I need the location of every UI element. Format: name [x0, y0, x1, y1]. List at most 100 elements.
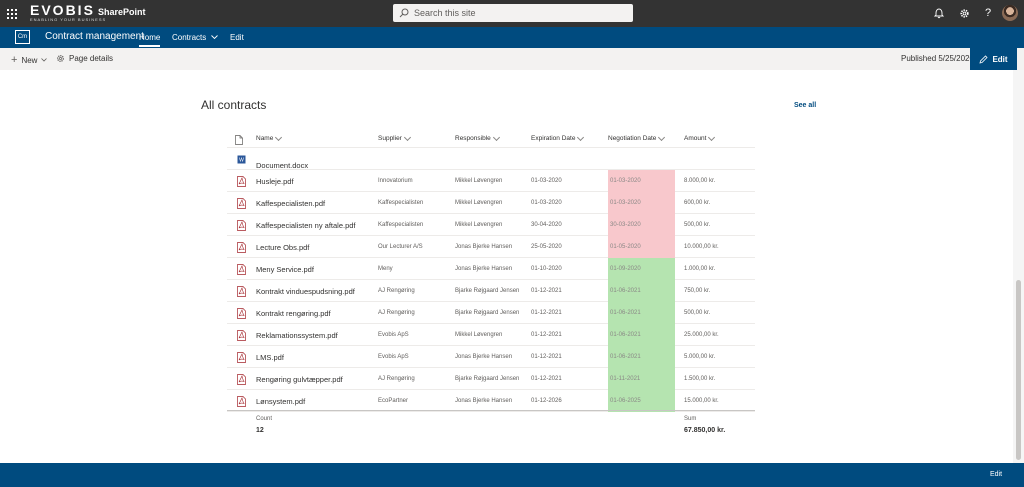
- new-button[interactable]: + New: [11, 54, 48, 66]
- supplier-cell: AJ Rengøring: [378, 310, 415, 316]
- table-row[interactable]: 01-06-2021 Kontrakt vinduespudsning.pdf AJ…: [227, 280, 755, 302]
- pdf-icon: [237, 220, 246, 231]
- bottom-edit-button[interactable]: Edit: [990, 471, 1003, 478]
- count-value: 12: [256, 427, 264, 434]
- responsible-cell: Jonas Bjerke Hansen: [455, 354, 513, 360]
- search-box[interactable]: Search this site: [393, 4, 633, 22]
- responsible-cell: Jonas Bjerke Hansen: [455, 398, 513, 404]
- chevron-down-icon: [658, 133, 666, 141]
- edit-page-button[interactable]: Edit: [970, 48, 1017, 70]
- expiration-cell: 01-10-2020: [531, 266, 562, 272]
- column-header-responsible[interactable]: Responsible: [455, 133, 500, 142]
- negotiation-date-cell: 01-06-2021: [608, 346, 675, 368]
- name-cell[interactable]: Kontrakt rengøring.pdf: [256, 308, 331, 318]
- search-icon: [399, 8, 409, 18]
- responsible-cell: Jonas Bjerke Hansen: [455, 266, 513, 272]
- pencil-icon: [979, 54, 989, 64]
- table-row[interactable]: 01-09-2020 Meny Service.pdf Meny Jonas Bjer…: [227, 258, 755, 280]
- negotiation-date-cell: 01-03-2020: [608, 192, 675, 214]
- supplier-cell: AJ Rengøring: [378, 288, 415, 294]
- site-logo[interactable]: Cm: [15, 30, 30, 44]
- amount-cell: 5.000,00 kr.: [684, 354, 716, 360]
- pdf-icon: [237, 176, 246, 187]
- expiration-cell: 01-03-2020: [531, 178, 562, 184]
- column-header-responsible-label: Responsible: [455, 135, 491, 142]
- column-header-negotiation-label: Negotiation Date: [608, 135, 657, 142]
- amount-cell: 8.000,00 kr.: [684, 178, 716, 184]
- expiration-cell: 01-03-2020: [531, 200, 562, 206]
- file-type-header-icon[interactable]: [235, 135, 243, 145]
- app-name[interactable]: SharePoint: [98, 7, 146, 17]
- negotiation-date-cell: 01-06-2021: [608, 324, 675, 346]
- footer-divider: [227, 410, 755, 411]
- nav-home[interactable]: Home: [139, 33, 161, 47]
- scrollbar-thumb[interactable]: [1016, 280, 1021, 460]
- table-row[interactable]: 01-05-2020 Lecture Obs.pdf Our Lecturer A/…: [227, 236, 755, 258]
- nav-contracts[interactable]: Contracts: [172, 33, 219, 42]
- negotiation-date-cell: 01-06-2021: [608, 302, 675, 324]
- column-header-name-label: Name: [256, 135, 274, 142]
- chevron-down-icon: [275, 133, 283, 141]
- command-bar: + New Page details Published 5/25/2020: [0, 48, 1024, 70]
- table-row[interactable]: 30-03-2020 Kaffespecialisten ny aftale.pd…: [227, 214, 755, 236]
- pdf-icon: [237, 374, 246, 385]
- published-status: Published 5/25/2020: [901, 54, 974, 63]
- name-cell[interactable]: Rengøring gulvtæpper.pdf: [256, 374, 343, 384]
- edit-page-label: Edit: [992, 54, 1008, 64]
- column-header-supplier[interactable]: Supplier: [378, 133, 411, 142]
- negotiation-date-cell: 01-06-2025: [608, 390, 675, 412]
- bottom-bar: Edit: [0, 463, 1024, 487]
- nav-edit[interactable]: Edit: [230, 33, 244, 42]
- name-cell[interactable]: LMS.pdf: [256, 352, 284, 362]
- company-logo[interactable]: EVOBIS ENABLING YOUR BUSINESS: [30, 3, 106, 22]
- name-cell[interactable]: Lecture Obs.pdf: [256, 242, 310, 252]
- pdf-icon: [237, 264, 246, 275]
- bell-icon[interactable]: [932, 6, 946, 20]
- waffle-icon[interactable]: [0, 0, 24, 27]
- avatar[interactable]: [1002, 5, 1018, 21]
- table-row[interactable]: 01-06-2021 Kontrakt rengøring.pdf AJ Rengø…: [227, 302, 755, 324]
- name-cell[interactable]: Husleje.pdf: [256, 176, 294, 186]
- table-row[interactable]: 01-03-2020 Kaffespecialisten.pdf Kaffespec…: [227, 192, 755, 214]
- name-cell[interactable]: Kaffespecialisten ny aftale.pdf: [256, 220, 356, 230]
- name-cell[interactable]: Reklamationssystem.pdf: [256, 330, 338, 340]
- name-cell[interactable]: Document.docx: [256, 161, 309, 170]
- name-cell[interactable]: Kontrakt vinduespudsning.pdf: [256, 286, 355, 296]
- amount-cell: 500,00 kr.: [684, 222, 711, 228]
- responsible-cell: Mikkel Løvengren: [455, 178, 503, 184]
- table-row[interactable]: 01-06-2021 LMS.pdf Evobis ApS Jonas Bjerke …: [227, 346, 755, 368]
- name-cell[interactable]: Meny Service.pdf: [256, 264, 314, 274]
- chevron-down-icon: [492, 133, 500, 141]
- column-header-expiration-label: Expiration Date: [531, 135, 576, 142]
- table-row[interactable]: 01-06-2021 Reklamationssystem.pdf Evobis A…: [227, 324, 755, 346]
- column-header-amount[interactable]: Amount: [684, 133, 716, 142]
- chevron-down-icon: [41, 58, 48, 62]
- expiration-cell: 01-12-2021: [531, 376, 562, 382]
- page-scrollbar[interactable]: [1013, 70, 1024, 463]
- name-cell[interactable]: Lønsystem.pdf: [256, 396, 306, 406]
- amount-cell: 600,00 kr.: [684, 200, 711, 206]
- table-row[interactable]: 01-03-2020 Husleje.pdf Innovatorium Mikkel …: [227, 170, 755, 192]
- table-row[interactable]: 01-11-2021 Rengøring gulvtæpper.pdf AJ Ren…: [227, 368, 755, 390]
- responsible-cell: Bjarke Røjgaard Jensen: [455, 310, 520, 316]
- plus-icon: +: [11, 54, 18, 66]
- site-title[interactable]: Contract management: [45, 31, 144, 42]
- negotiation-date-cell: 30-03-2020: [608, 214, 675, 236]
- amount-cell: 1.500,00 kr.: [684, 376, 716, 382]
- chevron-down-icon: [708, 133, 716, 141]
- expiration-cell: 01-12-2021: [531, 332, 562, 338]
- table-row[interactable]: 01-06-2025 Lønsystem.pdf EcoPartner Jonas B…: [227, 390, 755, 412]
- supplier-cell: Innovatorium: [378, 178, 413, 184]
- name-cell[interactable]: Kaffespecialisten.pdf: [256, 198, 326, 208]
- table-row[interactable]: W Document.docx: [227, 148, 755, 170]
- column-header-negotiation-date[interactable]: Negotiation Date: [608, 133, 666, 142]
- help-icon[interactable]: ?: [984, 7, 992, 19]
- supplier-cell: EcoPartner: [378, 398, 409, 404]
- column-header-name[interactable]: Name: [256, 133, 283, 142]
- pdf-icon: [237, 242, 246, 253]
- gear-icon[interactable]: [957, 6, 971, 20]
- see-all-link[interactable]: See all: [794, 102, 817, 109]
- page-details-button[interactable]: Page details: [56, 54, 113, 63]
- column-header-expiration-date[interactable]: Expiration Date: [531, 133, 585, 142]
- responsible-cell: Mikkel Løvengren: [455, 200, 503, 206]
